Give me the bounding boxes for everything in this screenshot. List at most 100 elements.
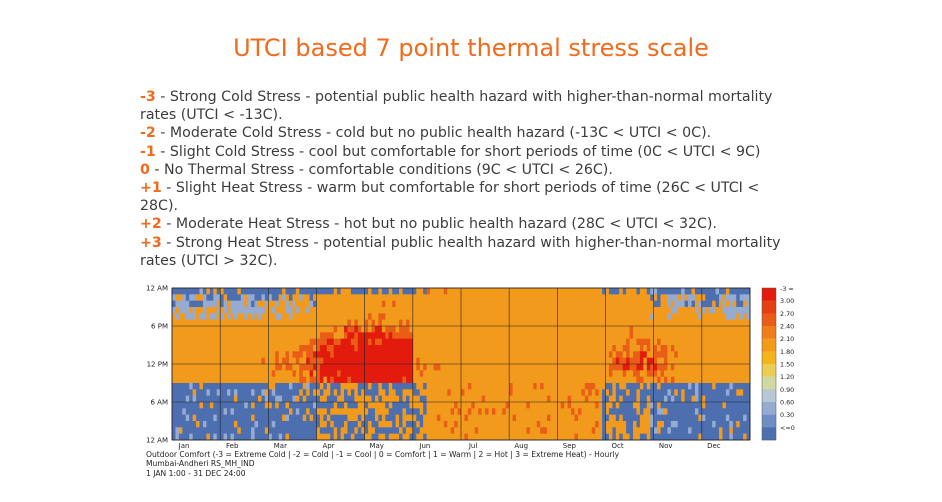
heatmap-cell xyxy=(319,376,324,384)
scale-item: +2 - Moderate Heat Stress - hot but no p… xyxy=(140,215,800,233)
x-tick-label: Mar xyxy=(274,442,287,450)
heatmap-cell xyxy=(206,313,211,320)
heatmap-cell xyxy=(172,395,187,403)
heatmap-cell xyxy=(691,395,696,403)
heatmap-cell xyxy=(670,389,675,396)
heatmap-cell xyxy=(172,427,176,434)
heatmap-cell xyxy=(268,395,276,403)
heatmap-cell xyxy=(633,402,641,409)
heatmap-cell xyxy=(306,376,310,384)
heatmap-cell xyxy=(657,357,665,365)
heatmap-cell xyxy=(722,294,727,301)
heatmap-cell xyxy=(223,307,228,314)
heatmap-cell xyxy=(670,307,679,314)
heatmap-cell xyxy=(567,395,572,403)
heatmap-cell xyxy=(285,414,290,422)
heatmap-cell xyxy=(605,402,613,409)
heatmap-cell xyxy=(299,376,307,384)
heatmap-cell xyxy=(240,288,283,295)
heatmap-cell xyxy=(192,414,197,422)
heatmap-cell xyxy=(278,300,286,308)
heatmap-cell xyxy=(364,433,372,441)
heatmap-cell xyxy=(698,389,727,396)
heatmap-cell xyxy=(729,421,734,428)
heatmap-cell xyxy=(725,389,730,396)
heatmap-cell xyxy=(423,408,427,415)
heatmap-cell xyxy=(547,414,551,422)
heatmap-cell xyxy=(347,332,355,339)
heatmap-cell xyxy=(313,294,651,301)
heatmap-cell xyxy=(409,395,421,403)
heatmap-cell xyxy=(419,408,424,415)
heatmap-cell xyxy=(598,421,603,428)
heatmap-cell xyxy=(278,351,286,358)
heatmap-cell xyxy=(371,421,379,428)
heatmap-cell xyxy=(295,357,300,365)
heatmap-cell xyxy=(374,427,400,434)
heatmap-cell xyxy=(189,300,204,308)
heatmap-cell xyxy=(268,294,273,301)
heatmap-cell xyxy=(285,300,290,308)
heatmap-cell xyxy=(629,364,637,371)
heatmap-cell xyxy=(172,408,183,415)
heatmap-cell xyxy=(357,389,362,396)
heatmap-cell xyxy=(608,364,623,371)
heatmap-cell xyxy=(653,345,658,352)
heatmap-cell xyxy=(653,427,658,434)
heatmap-cell xyxy=(633,433,641,441)
heatmap-cell xyxy=(416,421,421,428)
heatmap-cell xyxy=(330,421,334,428)
heatmap-cell xyxy=(653,414,699,422)
heatmap-cell xyxy=(402,408,407,415)
heatmap-cell xyxy=(636,364,644,371)
heatmap-cell xyxy=(402,414,417,422)
heatmap-cell xyxy=(423,402,427,409)
heatmap-cell xyxy=(316,402,334,409)
heatmap-cell xyxy=(399,326,410,333)
heatmap-cell xyxy=(746,313,751,320)
heatmap-cell xyxy=(653,294,658,301)
heatmap-cell xyxy=(629,351,634,358)
heatmap-cell xyxy=(650,364,654,371)
heatmap-cell xyxy=(388,383,393,390)
heatmap-cell xyxy=(405,421,417,428)
heatmap-cell xyxy=(581,408,603,415)
heatmap-cell xyxy=(368,383,372,390)
heatmap-cell xyxy=(326,338,334,346)
heatmap-cell xyxy=(185,395,190,403)
heatmap-cell xyxy=(227,300,231,308)
heatmap-cell xyxy=(450,408,455,415)
heatmap-cell xyxy=(399,319,403,327)
heatmap-cell xyxy=(670,313,699,320)
heatmap-cell xyxy=(357,345,414,352)
heatmap-cell xyxy=(344,389,348,396)
heatmap-cell xyxy=(227,389,231,396)
heatmap-cell xyxy=(306,414,310,422)
heatmap-cell xyxy=(333,288,338,295)
scale-description: - Strong Heat Stress - potential public … xyxy=(140,234,781,269)
heatmap-cell xyxy=(633,421,637,428)
heatmap-cell xyxy=(694,383,699,390)
heatmap-cell xyxy=(485,408,489,415)
heatmap-cell xyxy=(275,307,286,314)
heatmap-cell xyxy=(725,313,737,320)
heatmap-cell xyxy=(608,351,613,358)
heatmap-cell xyxy=(326,383,331,390)
heatmap-cell xyxy=(374,414,379,422)
heatmap-cell xyxy=(608,288,620,295)
heatmap-cell xyxy=(605,421,627,428)
heatmap-cell xyxy=(660,294,668,301)
heatmap-cell xyxy=(454,408,458,415)
heatmap-cell xyxy=(608,395,617,403)
heatmap-cell xyxy=(323,376,328,384)
heatmap-cell xyxy=(385,332,390,339)
heatmap-cell xyxy=(233,433,252,441)
heatmap-cell xyxy=(371,383,379,390)
heatmap-cell xyxy=(323,414,328,422)
heatmap-cell xyxy=(313,345,317,352)
heatmap-cell xyxy=(488,408,493,415)
heatmap-cell xyxy=(354,326,359,333)
heatmap-cell xyxy=(663,376,668,384)
heatmap-cell xyxy=(746,433,751,441)
heatmap-cell xyxy=(657,364,668,371)
